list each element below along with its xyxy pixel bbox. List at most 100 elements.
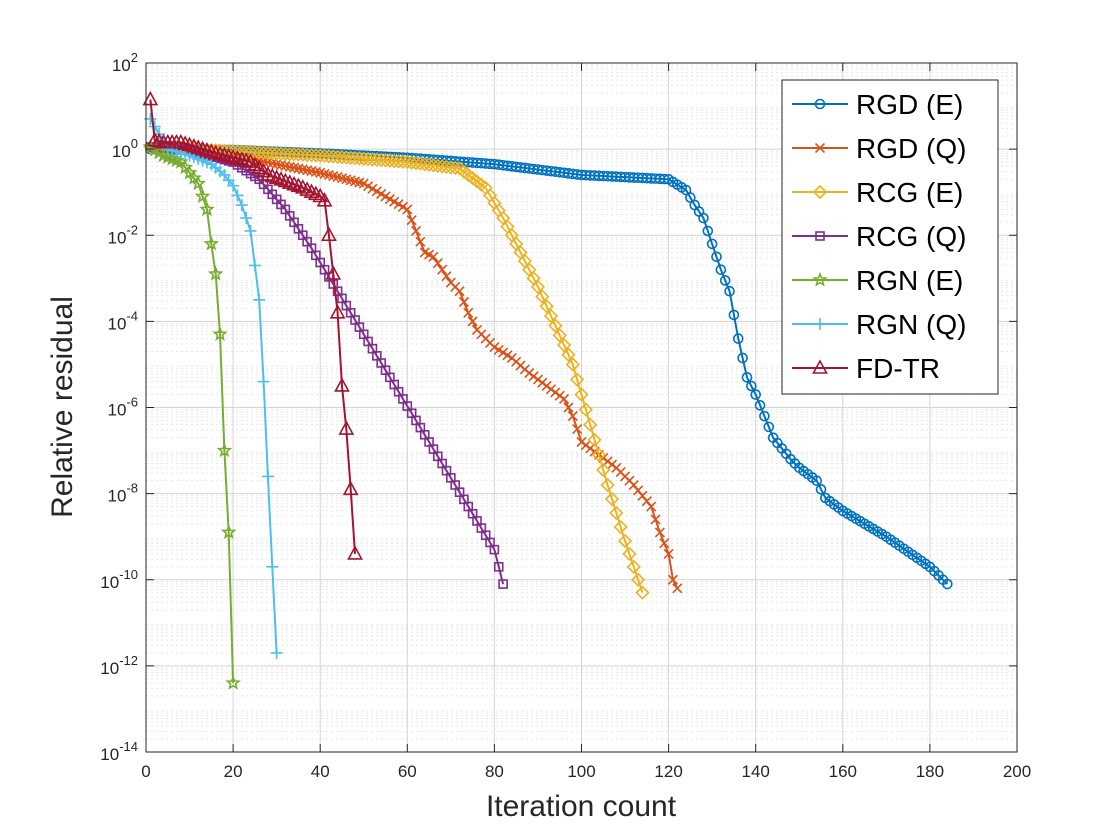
data-point bbox=[225, 674, 241, 690]
data-point bbox=[244, 224, 257, 237]
data-point bbox=[248, 259, 261, 272]
data-point bbox=[278, 146, 293, 161]
data-point bbox=[559, 393, 570, 404]
data-point bbox=[430, 158, 445, 173]
data-point bbox=[190, 139, 207, 154]
y-tick-label: 10-12 bbox=[100, 653, 138, 678]
data-point bbox=[413, 156, 428, 171]
x-tick-label: 180 bbox=[916, 762, 944, 781]
data-point bbox=[352, 151, 367, 166]
data-point bbox=[811, 475, 822, 487]
data-point bbox=[265, 146, 280, 161]
data-point bbox=[724, 285, 735, 297]
data-point bbox=[382, 153, 398, 168]
data-point bbox=[281, 174, 298, 189]
legend-label: RGN (Q) bbox=[856, 309, 966, 340]
data-point bbox=[294, 179, 311, 194]
y-tick-label: 10-4 bbox=[108, 308, 138, 333]
data-point bbox=[277, 172, 294, 188]
data-point bbox=[347, 151, 363, 166]
data-point bbox=[715, 264, 727, 276]
data-point bbox=[329, 304, 346, 319]
data-point bbox=[308, 148, 323, 163]
x-tick-label: 160 bbox=[829, 762, 857, 781]
data-point bbox=[190, 175, 207, 191]
data-point bbox=[317, 148, 332, 164]
data-point bbox=[238, 152, 255, 167]
data-point bbox=[235, 199, 248, 212]
data-point bbox=[489, 544, 500, 555]
data-point bbox=[441, 271, 452, 282]
data-point bbox=[270, 646, 283, 659]
data-point bbox=[304, 148, 319, 163]
x-tick-label: 60 bbox=[398, 762, 417, 781]
data-point bbox=[186, 138, 202, 153]
x-tick-label: 20 bbox=[224, 762, 243, 781]
y-axis-title: Relative residual bbox=[46, 296, 79, 518]
data-point bbox=[737, 352, 748, 364]
data-point bbox=[650, 514, 661, 525]
legend-label: RGN (E) bbox=[856, 265, 963, 296]
y-tick-label: 100 bbox=[112, 136, 138, 161]
data-point bbox=[261, 470, 274, 483]
data-point bbox=[635, 585, 650, 600]
x-tick-label: 120 bbox=[654, 762, 682, 781]
data-point bbox=[561, 347, 576, 362]
data-point bbox=[194, 140, 211, 156]
data-point bbox=[303, 183, 320, 198]
x-tick-label: 80 bbox=[485, 762, 504, 781]
data-point bbox=[417, 157, 432, 172]
data-point bbox=[151, 132, 167, 148]
data-point bbox=[741, 372, 753, 383]
data-point bbox=[535, 289, 550, 304]
legend-item-fd-tr: FD-TR bbox=[792, 353, 940, 384]
data-point bbox=[321, 149, 337, 164]
legend-swatch-marker bbox=[815, 231, 825, 241]
legend-item-rcg-q: RCG (Q) bbox=[792, 221, 966, 252]
data-point bbox=[203, 235, 220, 251]
ticks: 0 20 40 60 80 100 120 140 160 180 200 10-14 10-12 10-… bbox=[100, 50, 1031, 781]
data-point bbox=[260, 145, 276, 161]
data-point bbox=[583, 417, 598, 432]
data-point bbox=[269, 146, 284, 161]
legend-label: RCG (E) bbox=[856, 177, 963, 208]
data-point bbox=[458, 296, 469, 308]
data-point bbox=[216, 146, 233, 162]
data-point bbox=[942, 578, 953, 590]
data-point bbox=[604, 491, 620, 507]
data-point bbox=[330, 149, 345, 165]
data-point bbox=[256, 145, 271, 160]
y-tick-label: 10-14 bbox=[100, 739, 138, 764]
data-point bbox=[565, 357, 580, 372]
data-point bbox=[548, 318, 563, 333]
y-tick-label: 10-2 bbox=[108, 222, 138, 247]
data-point bbox=[273, 171, 289, 186]
data-point bbox=[435, 159, 450, 174]
data-point bbox=[291, 147, 306, 162]
data-point bbox=[439, 159, 454, 175]
data-point bbox=[273, 146, 289, 161]
x-tick-label: 200 bbox=[1003, 762, 1031, 781]
data-point bbox=[591, 447, 607, 463]
data-point bbox=[567, 411, 578, 422]
series-line bbox=[150, 148, 949, 585]
data-point bbox=[286, 175, 302, 191]
data-point bbox=[815, 484, 827, 495]
data-point bbox=[369, 152, 384, 167]
data-point bbox=[220, 524, 237, 539]
data-point bbox=[325, 265, 342, 280]
data-point bbox=[728, 309, 740, 321]
data-point bbox=[387, 153, 402, 169]
data-point bbox=[402, 204, 413, 215]
legend-swatch-marker bbox=[812, 271, 828, 287]
data-point bbox=[426, 158, 441, 173]
data-point bbox=[172, 133, 189, 149]
data-point bbox=[659, 538, 670, 549]
data-point bbox=[617, 533, 633, 549]
data-point bbox=[711, 251, 722, 263]
data-point bbox=[421, 157, 437, 172]
data-point bbox=[321, 226, 337, 242]
data-point bbox=[231, 189, 244, 202]
data-point bbox=[229, 150, 246, 165]
